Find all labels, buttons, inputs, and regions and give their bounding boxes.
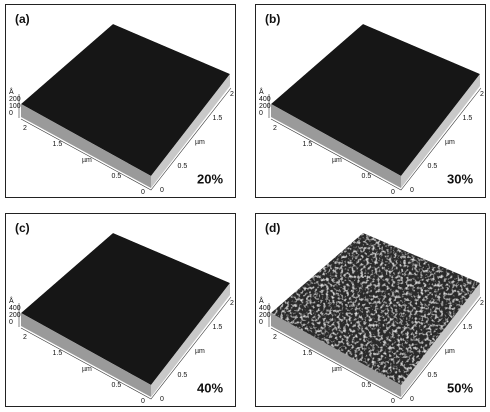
left-tick-label: 0.5 (112, 382, 122, 389)
panel-label: (c) (15, 221, 30, 235)
left-tick-label: 1.5 (53, 141, 63, 148)
right-tick-label: 0 (410, 396, 414, 403)
left-tick-label: 2 (273, 125, 277, 132)
right-tick-label: 2 (230, 91, 234, 98)
surface-side (401, 74, 480, 188)
percent-label: 20% (197, 171, 223, 186)
panel-label: (a) (15, 12, 30, 26)
left-tick-label: 1.5 (53, 350, 63, 357)
surface-side (401, 283, 480, 397)
z-tick-label: Å (9, 87, 14, 96)
right-tick-label: µm (445, 348, 455, 355)
z-tick-label: 200 (9, 312, 21, 319)
left-tick-label: µm (332, 157, 342, 164)
left-tick-label: µm (332, 366, 342, 373)
right-tick-label: 0.5 (178, 372, 188, 379)
left-tick-label: µm (82, 366, 92, 373)
panel-label: (d) (265, 221, 280, 235)
surface-side (21, 313, 151, 397)
axis-line (20, 87, 232, 191)
left-tick-label: 0.5 (362, 382, 372, 389)
right-tick-label: 2 (480, 91, 484, 98)
left-tick-label: 0 (141, 398, 145, 405)
right-tick-label: µm (195, 139, 205, 146)
right-tick-label: 0.5 (428, 163, 438, 170)
z-tick-label: Å (9, 296, 14, 305)
left-tick-label: µm (82, 157, 92, 164)
percent-label: 50% (447, 380, 473, 395)
surface-side (151, 74, 230, 188)
right-tick-label: 1.5 (213, 324, 223, 331)
left-tick-label: 2 (273, 334, 277, 341)
z-tick-label: 400 (259, 305, 271, 312)
right-tick-label: µm (445, 139, 455, 146)
percent-label: 40% (197, 380, 223, 395)
z-tick-label: 0 (259, 110, 263, 117)
z-tick-label: 0 (9, 110, 13, 117)
afm-surface (21, 233, 230, 385)
left-tick-label: 0 (391, 189, 395, 196)
z-tick-label: 0 (259, 319, 263, 326)
surface-side (21, 104, 151, 188)
z-tick-label: 400 (9, 305, 21, 312)
right-tick-label: 1.5 (463, 324, 473, 331)
panel-label: (b) (265, 12, 280, 26)
percent-label: 30% (447, 171, 473, 186)
left-tick-label: 2 (23, 334, 27, 341)
surface-side (151, 283, 230, 397)
z-tick-label: 200 (259, 312, 271, 319)
z-tick-label: Å (259, 87, 264, 96)
left-tick-label: 1.5 (303, 141, 313, 148)
right-tick-label: 0.5 (178, 163, 188, 170)
right-tick-label: 0 (410, 187, 414, 194)
left-tick-label: 0.5 (112, 173, 122, 180)
left-tick-label: 0 (391, 398, 395, 405)
axis-line (270, 296, 482, 400)
z-tick-label: 0 (9, 319, 13, 326)
afm-surface (271, 233, 480, 385)
right-tick-label: 1.5 (213, 115, 223, 122)
z-tick-label: Å (259, 296, 264, 305)
axis-line (270, 87, 482, 191)
z-tick-label: 100 (9, 103, 21, 110)
right-tick-label: 2 (480, 300, 484, 307)
left-tick-label: 0.5 (362, 173, 372, 180)
z-tick-label: 400 (259, 96, 271, 103)
surface-side (271, 104, 401, 188)
surface-side (271, 313, 401, 397)
right-tick-label: 2 (230, 300, 234, 307)
axis-line (20, 296, 232, 400)
z-tick-label: 200 (259, 103, 271, 110)
left-tick-label: 2 (23, 125, 27, 132)
right-tick-label: µm (195, 348, 205, 355)
left-tick-label: 1.5 (303, 350, 313, 357)
right-tick-label: 0 (160, 187, 164, 194)
right-tick-label: 1.5 (463, 115, 473, 122)
z-tick-label: 200 (9, 96, 21, 103)
left-tick-label: 0 (141, 189, 145, 196)
right-tick-label: 0.5 (428, 372, 438, 379)
right-tick-label: 0 (160, 396, 164, 403)
afm-surface (271, 24, 480, 176)
afm-surface (21, 24, 230, 176)
